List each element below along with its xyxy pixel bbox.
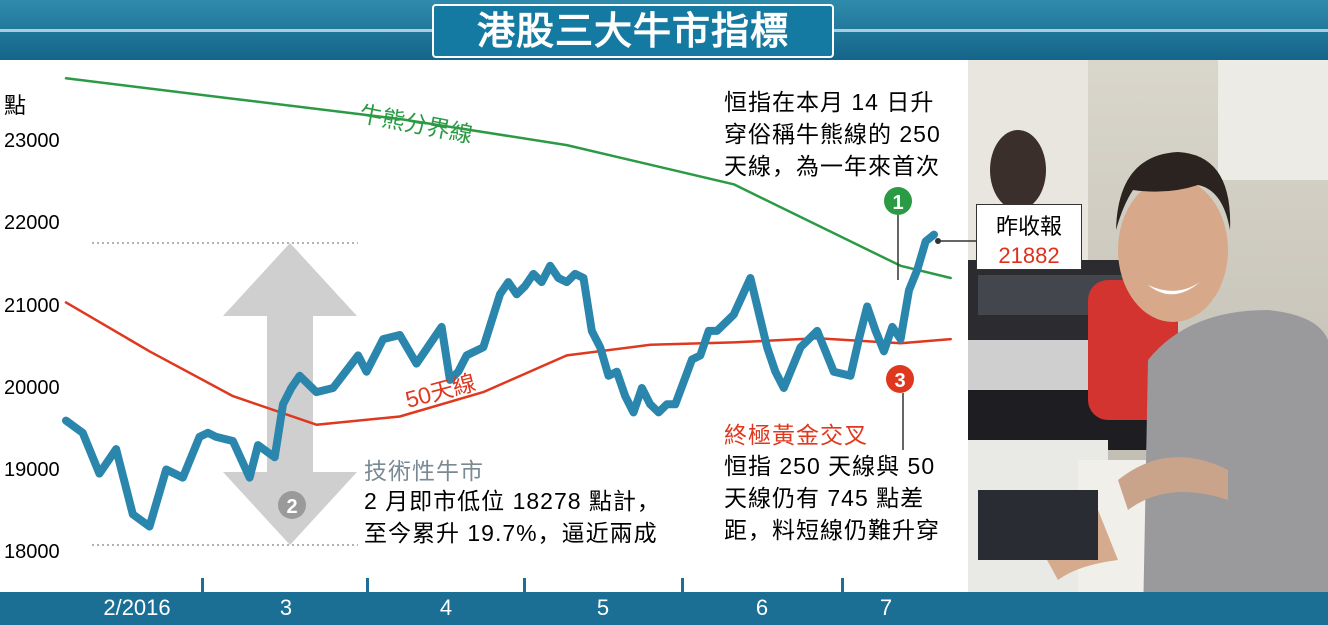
arrow-head-up [223,243,357,316]
series-line-ma50 [64,301,952,426]
y-tick-label: 20000 [4,377,60,399]
ma50-label: 50天線 [403,369,479,413]
y-tick-label: 19000 [4,459,60,481]
y-tick-label: 18000 [4,541,60,563]
trader-photo-illustration [968,60,1328,625]
ma250-label: 牛熊分界線 [357,100,475,147]
chart-title: 港股三大牛市指標 [432,4,834,58]
annotation-3-text: 恒指 250 天線與 50 天線仍有 745 點差 距，料短線仍難升穿 [724,450,940,546]
x-tick-label: 2/2016 [103,595,171,620]
annotation-2-title: 技術性牛市 [364,458,484,484]
series-line-ma250 [64,77,952,280]
x-tick-label: 6 [755,595,769,620]
marker-3-number: 3 [894,370,905,392]
x-axis-tick [366,578,369,592]
x-axis-tick [681,578,684,592]
trader-photo [968,60,1328,625]
annotation-1-text: 恒指在本月 14 日升 穿俗稱牛熊線的 250 天線，為一年來首次 [724,86,941,182]
last-close-label: 昨收報 [995,214,1062,239]
marker-2-badge [278,491,306,519]
close-pointer-dot [935,238,941,244]
y-tick-label: 22000 [4,212,60,234]
x-axis-band [0,592,1328,625]
x-tick-label: 4 [439,595,453,620]
annotation-3-title: 終極黃金交叉 [724,422,868,448]
annotation-2-text: 2 月即市低位 18278 點計， 至今累升 19.7%，逼近兩成 [364,485,661,549]
x-axis-tick [523,578,526,592]
annotation-1-line: 穿俗稱牛熊線的 250 [724,121,941,147]
annotation-2-line: 2 月即市低位 18278 點計， [364,488,661,514]
annotation-1-line: 天線，為一年來首次 [724,153,940,179]
annotation-1-line: 恒指在本月 14 日升 [724,89,935,115]
x-tick-label: 7 [879,595,893,620]
marker-1-number: 1 [892,192,903,214]
annotation-2-line: 至今累升 19.7%，逼近兩成 [364,520,658,546]
x-tick-label: 3 [279,595,293,620]
y-tick-label: 21000 [4,295,60,317]
series-line-index [62,230,938,531]
title-bar: 港股三大牛市指標 [0,0,1328,60]
annotation-3-line: 天線仍有 745 點差 [724,485,925,511]
annotation-3-line: 距，料短線仍難升穿 [724,517,940,543]
series-layer [62,77,952,531]
x-tick-label: 5 [596,595,610,620]
marker-3-badge [886,365,914,393]
annotation-3-line: 恒指 250 天線與 50 [724,453,936,479]
y-axis-unit: 點 [4,93,27,118]
last-close-box: 昨收報 21882 [976,204,1082,270]
marker-2-number: 2 [286,496,297,518]
last-close-value: 21882 [998,243,1060,268]
marker-1-badge [884,187,912,215]
x-axis-tick [841,578,844,592]
x-axis-tick [201,578,204,592]
y-tick-label: 23000 [4,130,60,152]
